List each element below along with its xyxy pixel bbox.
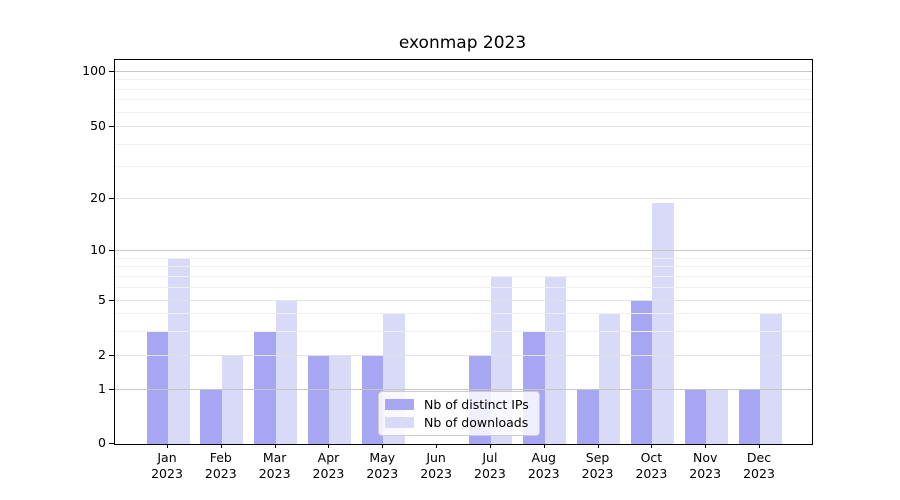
gridline-minor-40 — [115, 143, 812, 145]
x-axis-tick-mark — [220, 444, 222, 448]
x-axis-tick-mark — [705, 444, 707, 448]
x-axis-tick-label-dec: Dec 2023 — [743, 450, 775, 481]
gridline-minor-70 — [115, 99, 812, 101]
gridline-major-100 — [115, 70, 812, 72]
x-axis-tick-label-may: May 2023 — [366, 450, 399, 481]
x-axis-tick-label-sep: Sep 2023 — [581, 450, 614, 481]
gridline-major-5 — [115, 300, 812, 301]
gridline-minor-60 — [115, 111, 812, 113]
y-axis-tick-label-2: 2 — [98, 346, 106, 362]
x-axis-tick-label-nov: Nov 2023 — [689, 450, 722, 481]
bar-distinct-ips-mar — [254, 331, 276, 444]
x-axis-tick-mark — [759, 444, 761, 448]
gridline-major-50 — [115, 126, 812, 128]
gridline-major-10 — [115, 250, 812, 252]
y-axis-tick-mark — [109, 126, 114, 127]
bar-downloads-sep — [598, 314, 621, 444]
legend-swatch-distinct-ips — [385, 399, 414, 410]
y-axis-tick-label-5: 5 — [98, 291, 106, 307]
gridline-minor-3 — [115, 330, 812, 332]
bar-downloads-dec — [760, 314, 782, 444]
bar-downloads-apr — [329, 356, 351, 444]
gridline-major-2 — [115, 355, 812, 356]
gridline-major-1 — [115, 389, 812, 391]
legend: Nb of distinct IPs Nb of downloads — [378, 391, 540, 436]
x-axis-tick-label-jun: Jun 2023 — [420, 450, 452, 481]
legend-item-distinct-ips: Nb of distinct IPs — [385, 397, 529, 412]
y-axis-tick-label-50: 50 — [90, 118, 106, 133]
x-axis-tick-label-apr: Apr 2023 — [312, 450, 345, 481]
x-axis-tick-mark — [489, 444, 491, 448]
x-axis-tick-mark — [382, 444, 384, 448]
x-axis-tick-label-feb: Feb 2023 — [204, 450, 237, 481]
bar-downloads-nov — [706, 390, 728, 444]
bar-distinct-ips-jan — [146, 331, 168, 444]
bar-downloads-mar — [275, 301, 298, 444]
bar-downloads-oct — [652, 202, 674, 444]
chart-title: exonmap 2023 — [398, 33, 527, 53]
x-axis-tick-mark — [274, 444, 276, 448]
y-axis-tick-mark — [109, 389, 114, 390]
y-axis-tick-mark — [109, 250, 114, 251]
bar-distinct-ips-may — [361, 356, 384, 444]
plot-area — [114, 59, 813, 445]
legend-item-downloads: Nb of downloads — [385, 415, 529, 430]
x-axis-tick-label-jan: Jan 2023 — [151, 450, 183, 481]
legend-swatch-downloads — [385, 417, 414, 428]
bar-distinct-ips-feb — [200, 390, 222, 444]
gridline-minor-8 — [115, 266, 812, 268]
gridline-minor-90 — [115, 79, 812, 81]
legend-label: Nb of distinct IPs — [424, 397, 529, 412]
x-axis-tick-mark — [436, 444, 438, 448]
gridline-minor-9 — [115, 257, 812, 259]
y-axis-tick-mark — [109, 198, 114, 199]
x-axis-tick-label-oct: Oct 2023 — [635, 450, 668, 481]
bar-downloads-feb — [221, 356, 244, 444]
y-axis-tick-label-10: 10 — [90, 242, 106, 257]
bar-distinct-ips-nov — [684, 390, 707, 444]
bar-distinct-ips-sep — [577, 390, 599, 444]
x-axis-tick-label-jul: Jul 2023 — [474, 450, 506, 481]
y-axis-tick-label-0: 0 — [98, 435, 106, 450]
gridline-minor-4 — [115, 313, 812, 315]
y-axis-tick-label-100: 100 — [82, 62, 106, 78]
y-axis-tick-label-20: 20 — [90, 190, 106, 205]
legend-label: Nb of downloads — [424, 415, 529, 430]
bar-distinct-ips-dec — [738, 390, 761, 444]
y-axis-tick-mark — [109, 70, 114, 72]
y-axis-tick-mark — [109, 299, 114, 301]
x-axis-tick-mark — [597, 444, 599, 448]
bar-downloads-jan — [168, 258, 190, 444]
x-axis-tick-mark — [651, 444, 653, 448]
y-axis-tick-mark — [109, 443, 114, 444]
gridline-minor-80 — [115, 88, 812, 90]
x-axis-tick-mark — [543, 444, 545, 448]
bar-downloads-aug — [544, 276, 567, 444]
gridline-minor-30 — [115, 166, 812, 168]
y-axis-tick-mark — [109, 354, 114, 356]
gridline-minor-7 — [115, 275, 812, 277]
x-axis-tick-mark — [328, 444, 330, 448]
y-axis-tick-label-1: 1 — [98, 381, 106, 396]
x-axis-tick-label-aug: Aug 2023 — [527, 450, 560, 481]
bar-distinct-ips-apr — [307, 356, 330, 444]
bar-distinct-ips-oct — [630, 301, 653, 444]
gridline-minor-6 — [115, 286, 812, 288]
x-axis-tick-label-mar: Mar 2023 — [258, 450, 291, 481]
x-axis-tick-mark — [167, 444, 168, 448]
gridline-major-20 — [115, 198, 812, 200]
